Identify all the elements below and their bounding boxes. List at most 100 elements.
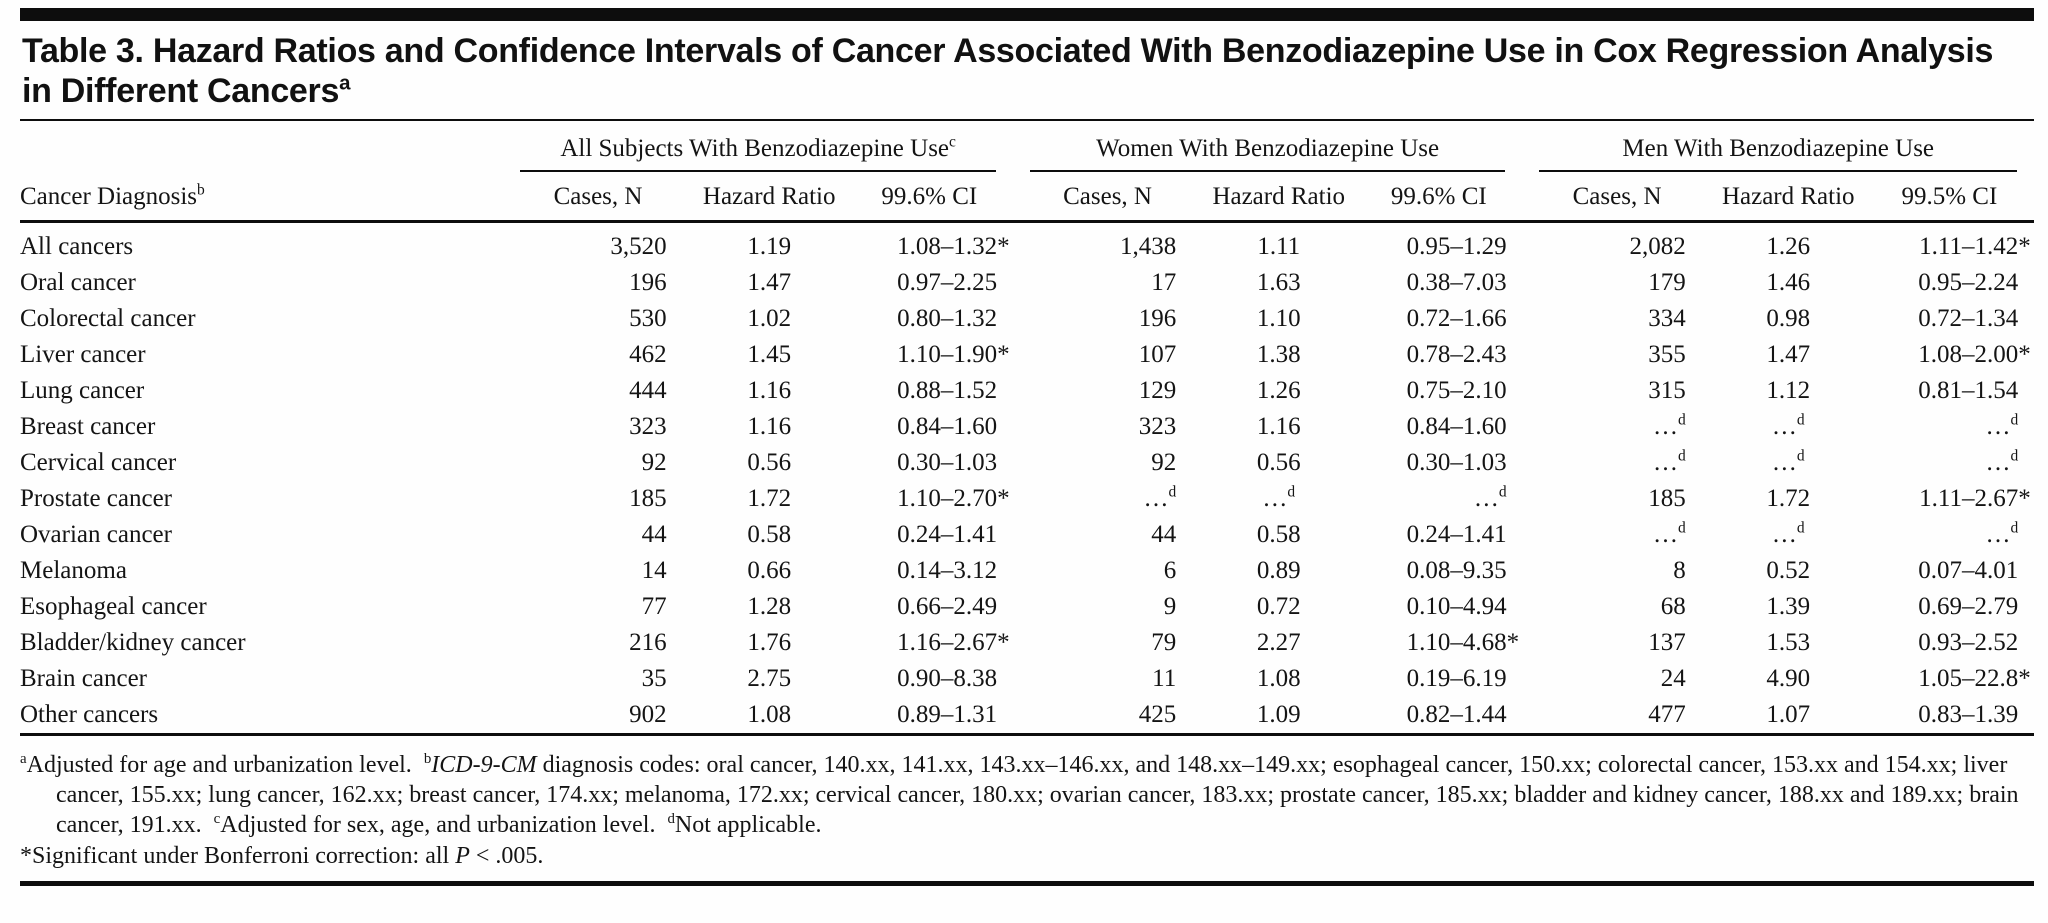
- cases-cell: 8: [1673, 557, 1686, 584]
- cancer-diagnosis-cell: Cervical cancer: [20, 449, 177, 476]
- column-group: All Subjects With Benzodiazepine Usec: [503, 121, 1013, 173]
- cases-cell: …d: [1652, 411, 1686, 440]
- cases-cell: 323: [629, 413, 667, 440]
- hazard-ratio-cell: 1.72: [747, 485, 792, 512]
- hazard-ratio-cell: 1.46: [1766, 269, 1811, 296]
- ci-cell: …d: [1985, 447, 2019, 476]
- ci-cell: 0.97–2.25: [897, 269, 998, 296]
- cases-cell: 79: [1151, 629, 1177, 656]
- column-header: Cases, N: [503, 173, 693, 223]
- table-body: All cancers 3,520 1.19 1.08–1.32* 1,438 1.11 0…: [20, 222, 2034, 736]
- ci-cell: …d: [1473, 483, 1507, 512]
- ci-cell: 1.10–4.68*: [1406, 629, 1520, 656]
- footnote-significance: *Significant under Bonferroni correction…: [20, 843, 544, 869]
- table-row: Ovarian cancer 44 0.58 0.24–1.41 44 0.58 0.24–…: [20, 517, 2034, 553]
- table-row: Bladder/kidney cancer 216 1.76 1.16–2.67* 79…: [20, 625, 2034, 661]
- cancer-diagnosis-cell: Esophageal cancer: [20, 593, 207, 620]
- ci-cell: 0.30–1.03: [1406, 449, 1507, 476]
- hazard-ratio-cell: 1.47: [1766, 341, 1811, 368]
- table-row: Breast cancer 323 1.16 0.84–1.60 323 1.16 0.84…: [20, 409, 2034, 445]
- cases-cell: 216: [629, 629, 667, 656]
- ci-cell: 0.38–7.03: [1406, 269, 1507, 296]
- cases-cell: 92: [641, 449, 667, 476]
- hazard-ratio-cell: 0.98: [1766, 305, 1811, 332]
- ci-cell: 0.30–1.03: [897, 449, 998, 476]
- hazard-ratio-cell: 1.72: [1766, 485, 1811, 512]
- cases-cell: 77: [641, 593, 667, 620]
- ci-cell: 1.11–2.67*: [1919, 485, 2031, 512]
- hazard-ratio-cell: 1.16: [1256, 413, 1301, 440]
- hazard-ratio-cell: 1.08: [1256, 665, 1301, 692]
- ci-cell: 0.95–2.24: [1918, 269, 2019, 296]
- ci-cell: 0.84–1.60: [1406, 413, 1507, 440]
- cases-cell: 11: [1152, 665, 1177, 692]
- hazard-ratio-cell: 2.75: [747, 665, 792, 692]
- column-header: Hazard Ratio: [1711, 173, 1865, 223]
- hazard-ratio-cell: 0.58: [747, 521, 792, 548]
- ci-cell: …d: [1985, 519, 2019, 548]
- column-group: Men With Benzodiazepine Use: [1522, 121, 2034, 173]
- column-header: Hazard Ratio: [692, 173, 846, 223]
- footnote-general: aAdjusted for age and urbanization level…: [20, 751, 2019, 838]
- hazard-ratio-cell: …d: [1771, 411, 1805, 440]
- cases-cell: 35: [641, 665, 667, 692]
- footnotes: aAdjusted for age and urbanization level…: [20, 750, 2034, 871]
- ci-cell: 1.10–2.70*: [897, 485, 1010, 512]
- column-group: Women With Benzodiazepine Use: [1013, 121, 1523, 173]
- cancer-diagnosis-cell: Ovarian cancer: [20, 521, 172, 548]
- cancer-diagnosis-cell: Melanoma: [20, 557, 127, 584]
- cases-cell: 2,082: [1629, 233, 1686, 260]
- column-header: Cases, N: [1012, 173, 1203, 223]
- cases-cell: 17: [1151, 269, 1177, 296]
- cancer-diagnosis-cell: Other cancers: [20, 697, 504, 736]
- data-table: All Subjects With Benzodiazepine Usec Wom…: [20, 121, 2034, 736]
- cases-cell: 92: [1151, 449, 1177, 476]
- cancer-diagnosis-cell: Breast cancer: [20, 413, 156, 440]
- cases-cell: 530: [629, 305, 667, 332]
- hazard-ratio-cell: 2.27: [1256, 629, 1301, 656]
- ci-cell: 1.08–1.32*: [897, 233, 1010, 260]
- corner-cell: [20, 121, 503, 173]
- cases-cell: 14: [641, 557, 667, 584]
- cases-cell: 68: [1660, 593, 1686, 620]
- ci-cell: 0.24–1.41: [1406, 521, 1507, 548]
- cases-cell: 6: [1163, 557, 1177, 584]
- hazard-ratio-cell: 1.28: [747, 593, 792, 620]
- cases-cell: 355: [1648, 341, 1686, 368]
- hazard-ratio-cell: 1.10: [1256, 305, 1301, 332]
- hazard-ratio-cell: 1.38: [1256, 341, 1301, 368]
- ci-cell: 0.95–1.29: [1406, 233, 1507, 260]
- table-row: Melanoma 14 0.66 0.14–3.12 6 0.89 0.08–9.35 8 0.…: [20, 553, 2034, 589]
- hazard-ratio-cell: 1.08: [692, 697, 846, 736]
- hazard-ratio-cell: 0.52: [1766, 557, 1811, 584]
- ci-cell: 0.72–1.66: [1406, 305, 1507, 332]
- hazard-ratio-cell: 0.89: [1256, 557, 1301, 584]
- cancer-diagnosis-cell: All cancers: [20, 233, 134, 260]
- column-header: Cases, N: [1522, 173, 1712, 223]
- table-row: Brain cancer 35 2.75 0.90–8.38 11 1.08 0.19–6.…: [20, 661, 2034, 697]
- hazard-ratio-cell: 1.11: [1257, 233, 1301, 260]
- hazard-ratio-cell: 1.47: [747, 269, 792, 296]
- cases-cell: 902: [503, 697, 693, 736]
- ci-cell: 0.90–8.38: [897, 665, 998, 692]
- cases-cell: 462: [629, 341, 667, 368]
- table-title: Table 3. Hazard Ratios and Confidence In…: [22, 32, 1994, 110]
- table-row: Cervical cancer 92 0.56 0.30–1.03 92 0.56 0.30…: [20, 445, 2034, 481]
- hazard-ratio-cell: 0.56: [1256, 449, 1301, 476]
- title-divider: [20, 119, 2034, 121]
- table-row: Esophageal cancer 77 1.28 0.66–2.49 9 0.72 0.1…: [20, 589, 2034, 625]
- ci-cell: 1.05–22.8*: [1918, 665, 2031, 692]
- ci-cell: 0.10–4.94: [1406, 593, 1507, 620]
- table-header: All Subjects With Benzodiazepine Usec Wom…: [20, 121, 2034, 223]
- cases-cell: 107: [1138, 341, 1177, 368]
- cancer-diagnosis-cell: Oral cancer: [20, 269, 136, 296]
- top-rule-bar: [20, 8, 2034, 21]
- cancer-diagnosis-cell: Bladder/kidney cancer: [20, 629, 246, 656]
- cases-cell: 334: [1648, 305, 1686, 332]
- cases-cell: 196: [629, 269, 667, 296]
- ci-cell: 0.93–2.52: [1918, 629, 2019, 656]
- ci-cell: 0.19–6.19: [1406, 665, 1507, 692]
- hazard-ratio-cell: 1.19: [747, 233, 792, 260]
- cases-cell: 44: [1151, 521, 1177, 548]
- ci-cell: …d: [1985, 411, 2019, 440]
